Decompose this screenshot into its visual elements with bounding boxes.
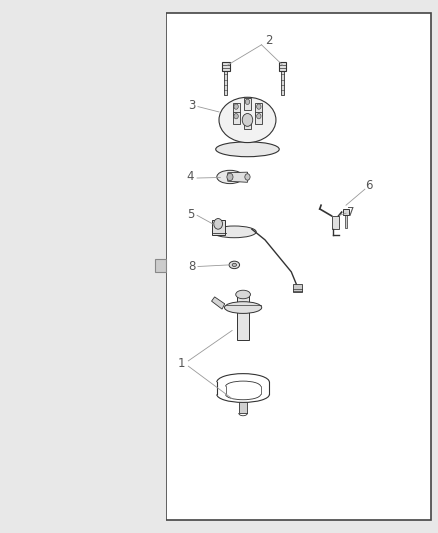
- Bar: [343, 209, 349, 215]
- Bar: [332, 216, 339, 229]
- Circle shape: [242, 114, 253, 126]
- Ellipse shape: [225, 302, 262, 313]
- Bar: [233, 103, 240, 115]
- Bar: [212, 220, 225, 235]
- Bar: [244, 117, 251, 129]
- Ellipse shape: [236, 290, 251, 298]
- Ellipse shape: [217, 170, 243, 183]
- Circle shape: [257, 114, 261, 119]
- Circle shape: [214, 219, 223, 229]
- Bar: [345, 215, 347, 228]
- Ellipse shape: [232, 263, 237, 266]
- Circle shape: [245, 118, 250, 124]
- Circle shape: [257, 104, 261, 109]
- Bar: [244, 98, 251, 110]
- Ellipse shape: [229, 261, 240, 269]
- Text: 8: 8: [188, 260, 195, 273]
- Bar: [0, 0, 166, 533]
- Bar: [279, 62, 286, 71]
- Ellipse shape: [212, 226, 256, 238]
- Polygon shape: [228, 172, 248, 182]
- Bar: [281, 71, 284, 95]
- Text: 1: 1: [178, 357, 186, 370]
- Bar: [239, 402, 247, 413]
- Ellipse shape: [219, 98, 276, 142]
- Text: 3: 3: [188, 99, 195, 111]
- Text: 5: 5: [187, 208, 194, 221]
- Polygon shape: [212, 297, 225, 309]
- Circle shape: [227, 173, 233, 181]
- Circle shape: [234, 104, 238, 109]
- Circle shape: [234, 114, 238, 119]
- Bar: [255, 103, 262, 115]
- Bar: [155, 259, 166, 272]
- Text: 7: 7: [346, 206, 354, 219]
- Bar: [222, 62, 230, 71]
- Text: 4: 4: [187, 171, 194, 183]
- Bar: [293, 284, 302, 292]
- Ellipse shape: [215, 142, 279, 157]
- Text: 6: 6: [365, 179, 373, 192]
- Bar: [166, 13, 431, 520]
- Text: 2: 2: [265, 34, 273, 47]
- Ellipse shape: [245, 174, 250, 180]
- Circle shape: [245, 99, 250, 104]
- Bar: [237, 294, 249, 340]
- Bar: [233, 112, 240, 124]
- Bar: [255, 112, 262, 124]
- Bar: [224, 71, 227, 95]
